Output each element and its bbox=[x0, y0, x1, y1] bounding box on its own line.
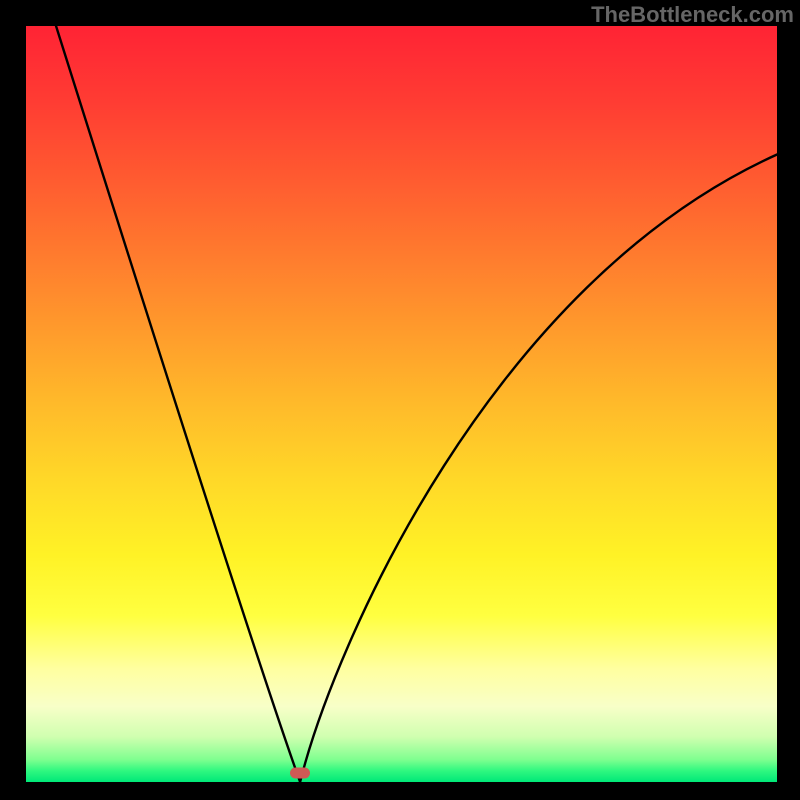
bottleneck-curve bbox=[26, 26, 777, 782]
optimum-marker bbox=[290, 767, 310, 778]
chart-container: { "watermark": { "text": "TheBottleneck.… bbox=[0, 0, 800, 800]
watermark-text: TheBottleneck.com bbox=[591, 2, 794, 28]
plot-area bbox=[26, 26, 777, 782]
